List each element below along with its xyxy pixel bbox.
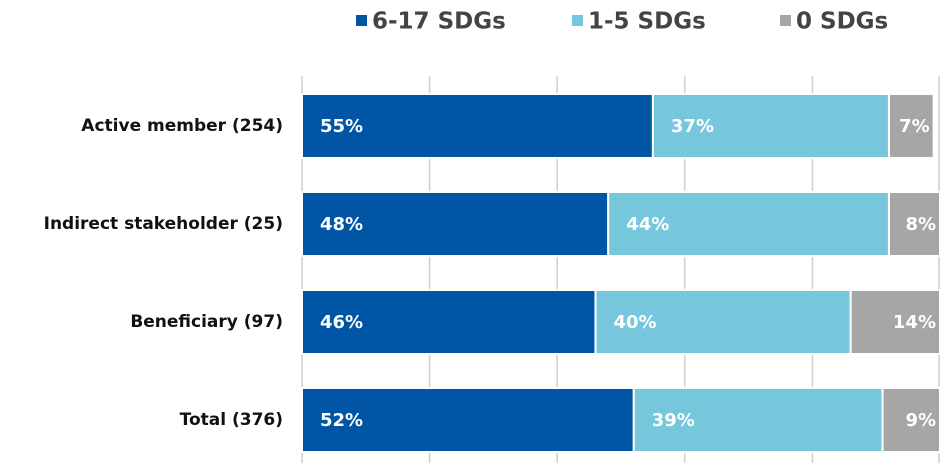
legend-label: 1-5 SDGs <box>588 9 706 35</box>
category-label: Total (376) <box>180 410 283 430</box>
value-label: 48% <box>320 214 363 235</box>
value-label: 52% <box>320 410 363 431</box>
category-label: Active member (254) <box>81 116 283 136</box>
value-label: 7% <box>899 116 930 137</box>
value-label: 44% <box>626 214 669 235</box>
value-label: 40% <box>613 312 656 333</box>
value-label: 39% <box>652 410 695 431</box>
bar-segment <box>607 191 890 257</box>
bar-segment <box>881 387 940 453</box>
legend-label: 6-17 SDGs <box>372 9 506 35</box>
bar-segment <box>594 289 852 355</box>
category-label: Indirect stakeholder (25) <box>44 214 283 234</box>
bar-segment <box>301 387 635 453</box>
category-label: Beneficiary (97) <box>130 312 283 332</box>
value-label: 55% <box>320 116 363 137</box>
bar-segment <box>849 289 940 355</box>
value-label: 37% <box>671 116 714 137</box>
legend-swatch <box>572 15 583 26</box>
bar-segment <box>301 289 597 355</box>
legend-swatch <box>780 15 791 26</box>
bar-segment <box>632 387 884 453</box>
value-label: 14% <box>893 312 936 333</box>
value-label: 9% <box>905 410 936 431</box>
value-label: 46% <box>320 312 363 333</box>
bar-segment <box>887 93 935 159</box>
bar-segment <box>301 191 610 257</box>
legend-swatch <box>356 15 367 26</box>
legend-label: 0 SDGs <box>796 9 888 35</box>
bar-segment <box>301 93 654 159</box>
value-label: 8% <box>905 214 936 235</box>
bar-segment <box>887 191 940 257</box>
